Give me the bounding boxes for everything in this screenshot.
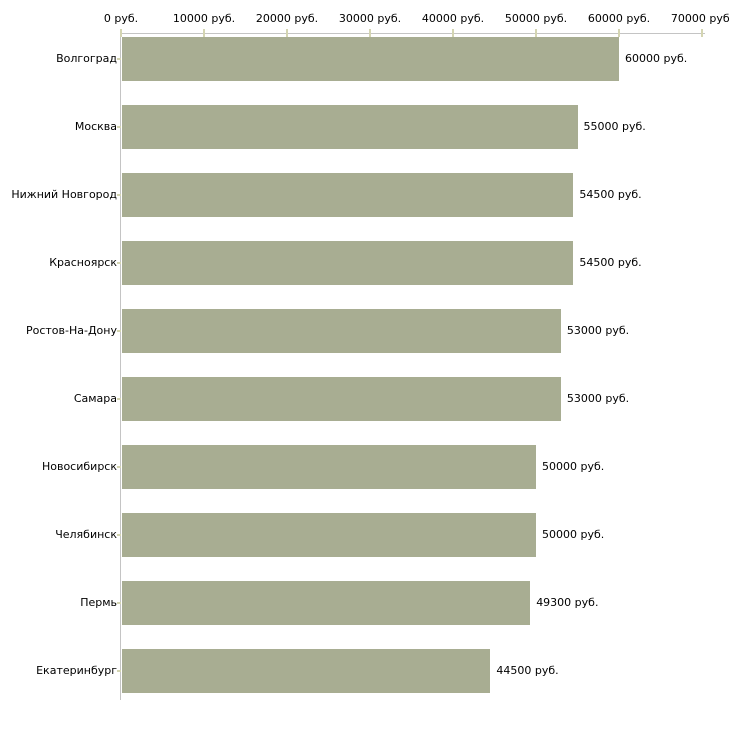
x-tick-label: 10000 руб. — [172, 12, 236, 25]
category-label: Новосибирск — [41, 460, 117, 473]
bar — [122, 37, 619, 81]
category-label: Челябинск — [55, 528, 117, 541]
x-tick — [452, 29, 454, 37]
bar — [122, 377, 561, 421]
value-label: 54500 руб. — [579, 188, 642, 201]
category-tick — [117, 330, 121, 332]
x-tick-label: 70000 руб. — [670, 12, 730, 25]
value-label: 50000 руб. — [542, 528, 605, 541]
x-axis-line — [121, 33, 705, 34]
x-tick — [701, 29, 703, 37]
category-tick — [117, 466, 121, 468]
category-tick — [117, 58, 121, 60]
x-tick-label: 20000 руб. — [255, 12, 319, 25]
value-label: 53000 руб. — [566, 324, 630, 337]
category-label: Екатеринбург — [36, 664, 117, 677]
bar — [122, 581, 531, 625]
category-label: Ростов-На-Дону — [25, 324, 117, 337]
y-axis-line — [120, 33, 121, 700]
category-tick — [117, 602, 121, 604]
value-label: 60000 руб. — [625, 52, 688, 65]
value-label: 53000 руб. — [566, 392, 630, 405]
category-tick — [117, 194, 121, 196]
category-label: Нижний Новгород — [11, 188, 117, 201]
bar — [122, 513, 536, 557]
x-tick-label: 60000 руб. — [587, 12, 651, 25]
bar — [122, 173, 574, 217]
x-tick-label: 30000 руб. — [338, 12, 402, 25]
value-label: 54500 руб. — [579, 256, 642, 269]
x-tick — [535, 29, 537, 37]
value-label: 50000 руб. — [542, 460, 605, 473]
category-tick — [117, 670, 121, 672]
category-label: Волгоград — [56, 52, 117, 65]
category-tick — [117, 126, 121, 128]
x-tick-label: 50000 руб. — [504, 12, 568, 25]
x-tick — [618, 29, 620, 37]
x-tick-label: 40000 руб. — [421, 12, 485, 25]
category-tick — [117, 398, 121, 400]
value-label: 49300 руб. — [536, 596, 599, 609]
value-label: 44500 руб. — [496, 664, 559, 677]
bar — [122, 445, 536, 489]
bar — [122, 241, 574, 285]
x-tick — [286, 29, 288, 37]
x-tick — [120, 29, 122, 37]
x-tick — [369, 29, 371, 37]
bar — [122, 649, 491, 693]
x-tick — [203, 29, 205, 37]
category-label: Красноярск — [49, 256, 117, 269]
category-label: Москва — [74, 120, 117, 133]
bar — [122, 105, 578, 149]
category-label: Самара — [73, 392, 117, 405]
category-label: Пермь — [80, 596, 117, 609]
bar — [122, 309, 561, 353]
category-tick — [117, 262, 121, 264]
value-label: 55000 руб. — [583, 120, 646, 133]
x-tick-label: 0 руб. — [103, 12, 139, 25]
category-tick — [117, 534, 121, 536]
